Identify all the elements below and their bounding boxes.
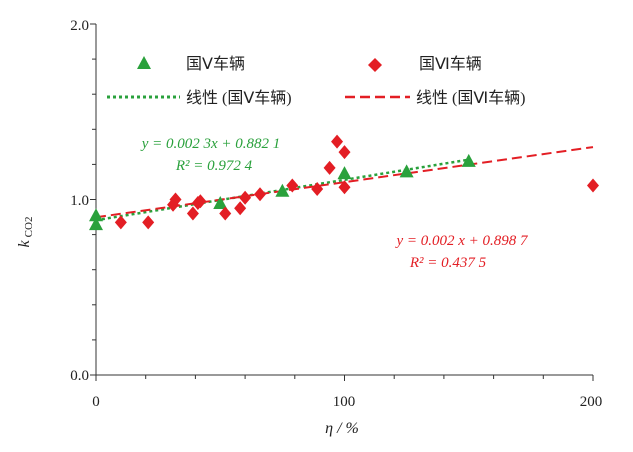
diamond-marker	[323, 160, 336, 175]
diamond-marker	[311, 181, 324, 196]
fit-equation-series-0: y = 0.002 3x + 0.882 1	[140, 136, 281, 152]
triangle-marker	[89, 217, 103, 231]
data-markers	[89, 134, 599, 231]
legend-marker-diamond	[368, 58, 382, 72]
y-axis-label-main: k	[16, 239, 33, 247]
y-tick-label-1: 1.0	[70, 193, 89, 209]
y-tick-label-0: 0.0	[70, 368, 89, 384]
triangle-marker	[399, 164, 414, 178]
diamond-marker	[338, 180, 351, 195]
diamond-marker	[219, 206, 232, 221]
diamond-marker	[338, 145, 351, 160]
legend-marker-triangle	[137, 56, 151, 69]
diamond-marker	[286, 178, 299, 193]
legend-label-fit-1: 线性 (国Ⅵ车辆)	[416, 89, 525, 107]
fit-line-series-1	[95, 146, 594, 219]
triangle-marker	[89, 208, 103, 222]
triangle-marker	[461, 153, 476, 167]
x-axis-label: η / %	[325, 420, 359, 437]
diamond-marker	[234, 201, 247, 216]
x-tick-label-1: 100	[333, 394, 356, 410]
diamond-marker	[331, 134, 344, 149]
diamond-marker	[254, 187, 267, 202]
legend-label-fit-0: 线性 (国Ⅴ车辆)	[186, 89, 292, 107]
legend: 国Ⅴ车辆 国Ⅵ车辆 线性 (国Ⅴ车辆) 线性 (国Ⅵ车辆)	[107, 55, 525, 107]
triangle-marker	[213, 196, 228, 210]
diamond-marker	[194, 194, 207, 209]
y-axis-label-sub: CO2	[23, 217, 35, 238]
diamond-marker	[186, 206, 199, 221]
fit-r2-series-0: R² = 0.972 4	[175, 158, 253, 174]
legend-label-series-1: 国Ⅵ车辆	[419, 55, 482, 73]
y-tick-label-2: 2.0	[70, 18, 89, 34]
x-tick-label-2: 200	[580, 394, 603, 410]
diamond-marker	[169, 192, 182, 207]
fit-r2-series-1: R² = 0.437 5	[409, 255, 487, 271]
fit-equation-series-1: y = 0.002 x + 0.898 7	[394, 233, 529, 249]
triangle-marker	[337, 166, 352, 180]
diamond-marker	[239, 190, 252, 205]
y-axis-label: kCO2	[16, 217, 35, 248]
diamond-marker	[587, 178, 599, 193]
triangle-marker	[275, 183, 290, 197]
diamond-marker	[142, 215, 155, 230]
diamond-marker	[114, 215, 127, 230]
x-tick-label-0: 0	[92, 394, 100, 410]
axis-ticks	[90, 23, 594, 381]
legend-label-series-0: 国Ⅴ车辆	[186, 55, 245, 73]
